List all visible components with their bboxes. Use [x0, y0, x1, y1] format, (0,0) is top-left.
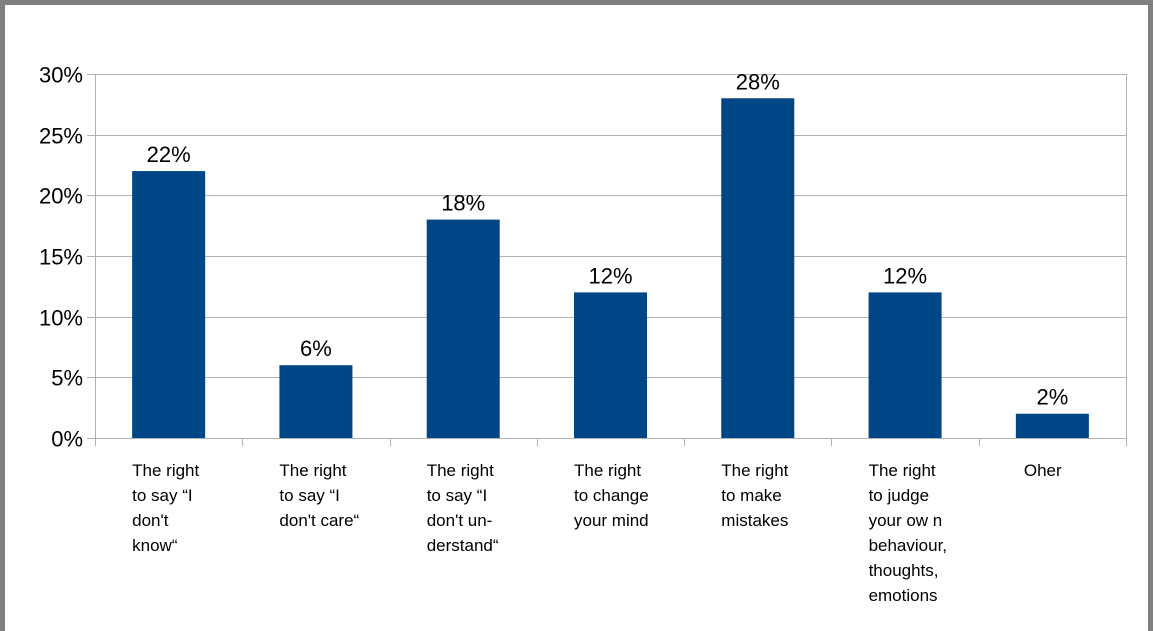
- bar: [132, 171, 206, 439]
- data-label: 2%: [1036, 385, 1068, 410]
- x-category-label-line: The right: [427, 461, 494, 480]
- bar: [426, 219, 500, 438]
- data-labels: 22% 6% 18% 12% 28% 12% 2%: [147, 69, 1069, 409]
- x-category-label-line: to change: [574, 486, 649, 505]
- y-tick-label: 30%: [39, 63, 83, 88]
- axes: [95, 74, 1127, 446]
- y-tick-label: 10%: [39, 306, 83, 331]
- y-tick-label: 5%: [51, 366, 83, 391]
- x-category-label-line: The right: [132, 461, 199, 480]
- bar: [868, 292, 942, 438]
- x-category-label-line: Oher: [1024, 461, 1062, 480]
- x-category-label: Oher: [1024, 461, 1062, 480]
- x-category-label: The right to say “I don't care“: [279, 461, 359, 530]
- data-label: 12%: [588, 263, 632, 288]
- x-category-label-line: The right: [574, 461, 641, 480]
- data-label: 22%: [147, 142, 191, 167]
- x-category-label-line: behaviour,: [869, 536, 947, 555]
- category-labels: The right to say “I don't know“ The right to …: [132, 461, 1062, 605]
- bar: [279, 365, 353, 438]
- bar: [721, 98, 795, 439]
- x-category-label: The right to say “I don't un-derstand“: [427, 461, 499, 555]
- y-tick-label: 25%: [39, 124, 83, 149]
- data-label: 12%: [883, 263, 927, 288]
- x-category-label-line: to say “I: [427, 486, 487, 505]
- x-category-label-line: The right: [721, 461, 788, 480]
- x-category-label-line: emotions: [869, 586, 938, 605]
- bar: [574, 292, 647, 438]
- bars: [132, 98, 1089, 439]
- x-category-label-line: don't: [132, 511, 169, 530]
- x-category-label-line: know“: [132, 536, 178, 555]
- x-category-label-line: don't un-: [427, 511, 493, 530]
- x-category-label: The right to change your mind: [574, 461, 649, 530]
- x-category-label-line: your ow n: [869, 511, 943, 530]
- data-label: 18%: [441, 191, 485, 216]
- x-category-label-line: mistakes: [721, 511, 788, 530]
- x-category-label-line: thoughts,: [869, 561, 939, 580]
- x-category-label: The right to make mistakes: [721, 461, 788, 530]
- y-tick-label: 20%: [39, 184, 83, 209]
- data-label: 6%: [300, 336, 332, 361]
- x-category-label: The right to judge your ow n behaviour, thou…: [869, 461, 947, 605]
- x-category-label-line: your mind: [574, 511, 649, 530]
- y-tick-label: 15%: [39, 245, 83, 270]
- x-category-label-line: to make: [721, 486, 781, 505]
- data-label: 28%: [736, 69, 780, 94]
- x-category-label-line: The right: [869, 461, 936, 480]
- y-tick-label: 0%: [51, 427, 83, 452]
- bar: [1015, 413, 1089, 438]
- x-category-label: The right to say “I don't know“: [132, 461, 199, 555]
- x-category-label-line: derstand“: [427, 536, 499, 555]
- x-category-label-line: to say “I: [132, 486, 192, 505]
- x-category-label-line: The right: [279, 461, 346, 480]
- y-tick-labels: 0% 5% 10% 15% 20% 25% 30%: [39, 63, 83, 452]
- x-category-label-line: don't care“: [279, 511, 359, 530]
- x-category-label-line: to say “I: [279, 486, 339, 505]
- x-category-label-line: to judge: [869, 486, 930, 505]
